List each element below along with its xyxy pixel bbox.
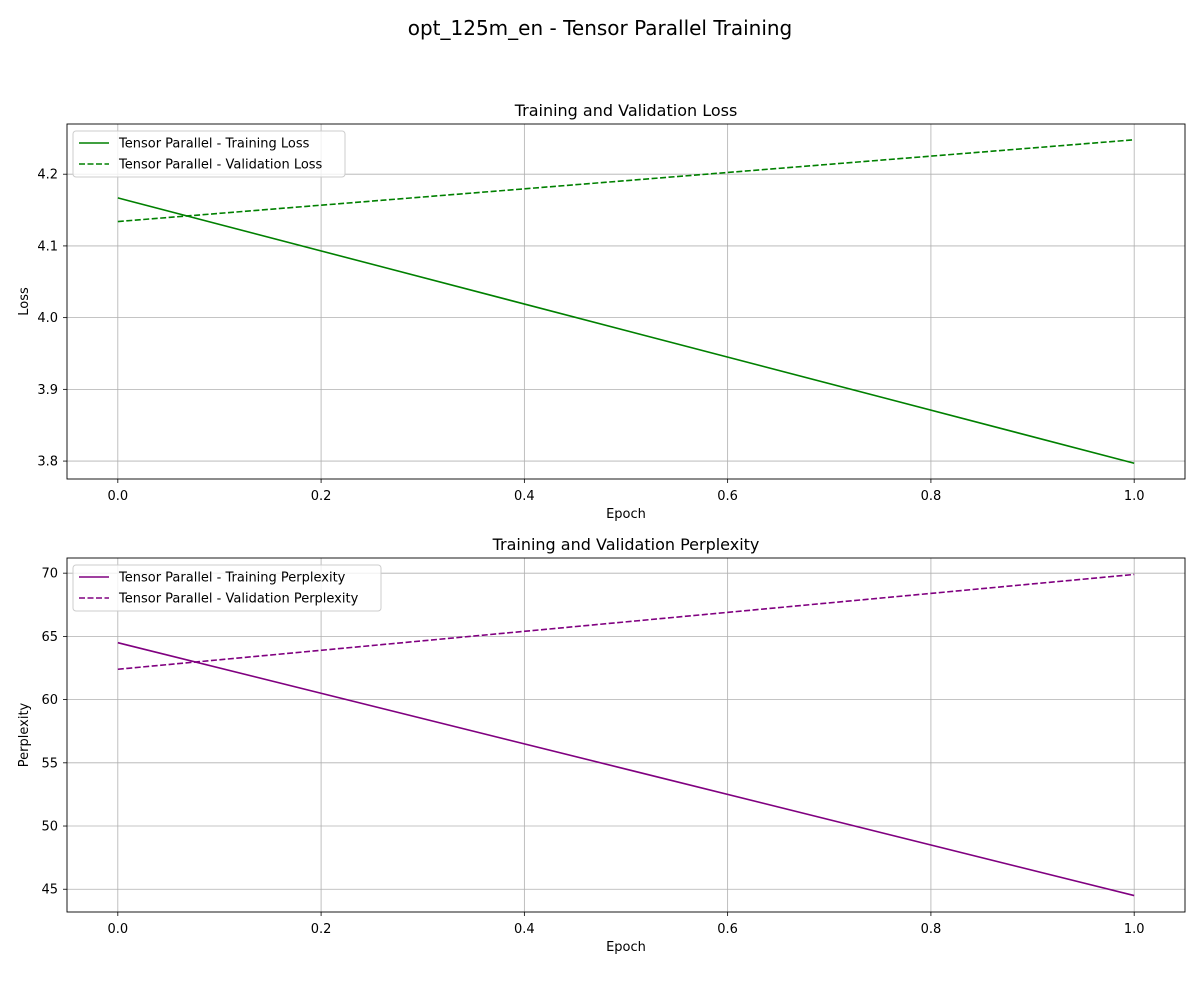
x-tick-label: 1.0 (1124, 489, 1145, 504)
x-tick-label: 0.0 (107, 922, 128, 937)
axes-frame (66, 557, 1186, 913)
y-tick-label: 4.2 (37, 168, 58, 183)
series-line-2 (117, 573, 1135, 671)
series-line-1 (117, 197, 1135, 464)
x-tick-label: 0.2 (311, 489, 332, 504)
y-tick-label: 55 (41, 756, 58, 771)
y-axis-label: Perplexity (17, 702, 32, 767)
x-tick-label: 0.8 (921, 922, 942, 937)
legend-entry-label: Tensor Parallel - Validation Loss (118, 158, 323, 173)
chart-title: Training and Validation Perplexity (492, 535, 760, 554)
legend-box (72, 564, 382, 612)
y-tick-label: 50 (41, 820, 58, 835)
chart-title: Training and Validation Loss (514, 101, 738, 120)
legend-entry-label: Tensor Parallel - Training Loss (118, 137, 310, 152)
legend-box (72, 130, 346, 178)
legend: Tensor Parallel - Training Loss Tensor Pa… (72, 130, 346, 178)
y-tick-label: 65 (41, 630, 58, 645)
x-tick-label: 0.6 (717, 489, 738, 504)
y-tick-label: 70 (41, 567, 58, 582)
y-tick-label: 4.0 (37, 311, 58, 326)
chart-1: 0.0 0.2 0.4 0.6 0.8 1.0 3.8 3.9 4.0 4.1 4.2 Trainin… (17, 101, 1186, 522)
x-axis-label: Epoch (606, 940, 646, 955)
y-tick-label: 45 (41, 883, 58, 898)
x-tick-label: 0.4 (514, 489, 535, 504)
x-tick-label: 0.4 (514, 922, 535, 937)
x-tick-label: 1.0 (1124, 922, 1145, 937)
y-tick-label: 3.9 (37, 383, 58, 398)
x-axis-label: Epoch (606, 507, 646, 522)
legend-entry-label: Tensor Parallel - Validation Perplexity (118, 592, 359, 607)
series-line-1 (117, 641, 1135, 897)
y-tick-label: 4.1 (37, 239, 58, 254)
figure-suptitle: opt_125m_en - Tensor Parallel Training (408, 16, 793, 40)
x-tick-label: 0.8 (921, 489, 942, 504)
chart-2: 0.0 0.2 0.4 0.6 0.8 1.0 45 50 55 60 65 70 Training a… (17, 535, 1186, 955)
y-tick-label: 3.8 (37, 455, 58, 470)
y-axis-label: Loss (17, 287, 32, 316)
x-tick-label: 0.2 (311, 922, 332, 937)
legend-entry-label: Tensor Parallel - Training Perplexity (118, 571, 346, 586)
x-tick-label: 0.0 (107, 489, 128, 504)
x-tick-label: 0.6 (717, 922, 738, 937)
y-tick-label: 60 (41, 693, 58, 708)
axes-frame (66, 123, 1186, 480)
legend: Tensor Parallel - Training Perplexity Ten… (72, 564, 382, 612)
